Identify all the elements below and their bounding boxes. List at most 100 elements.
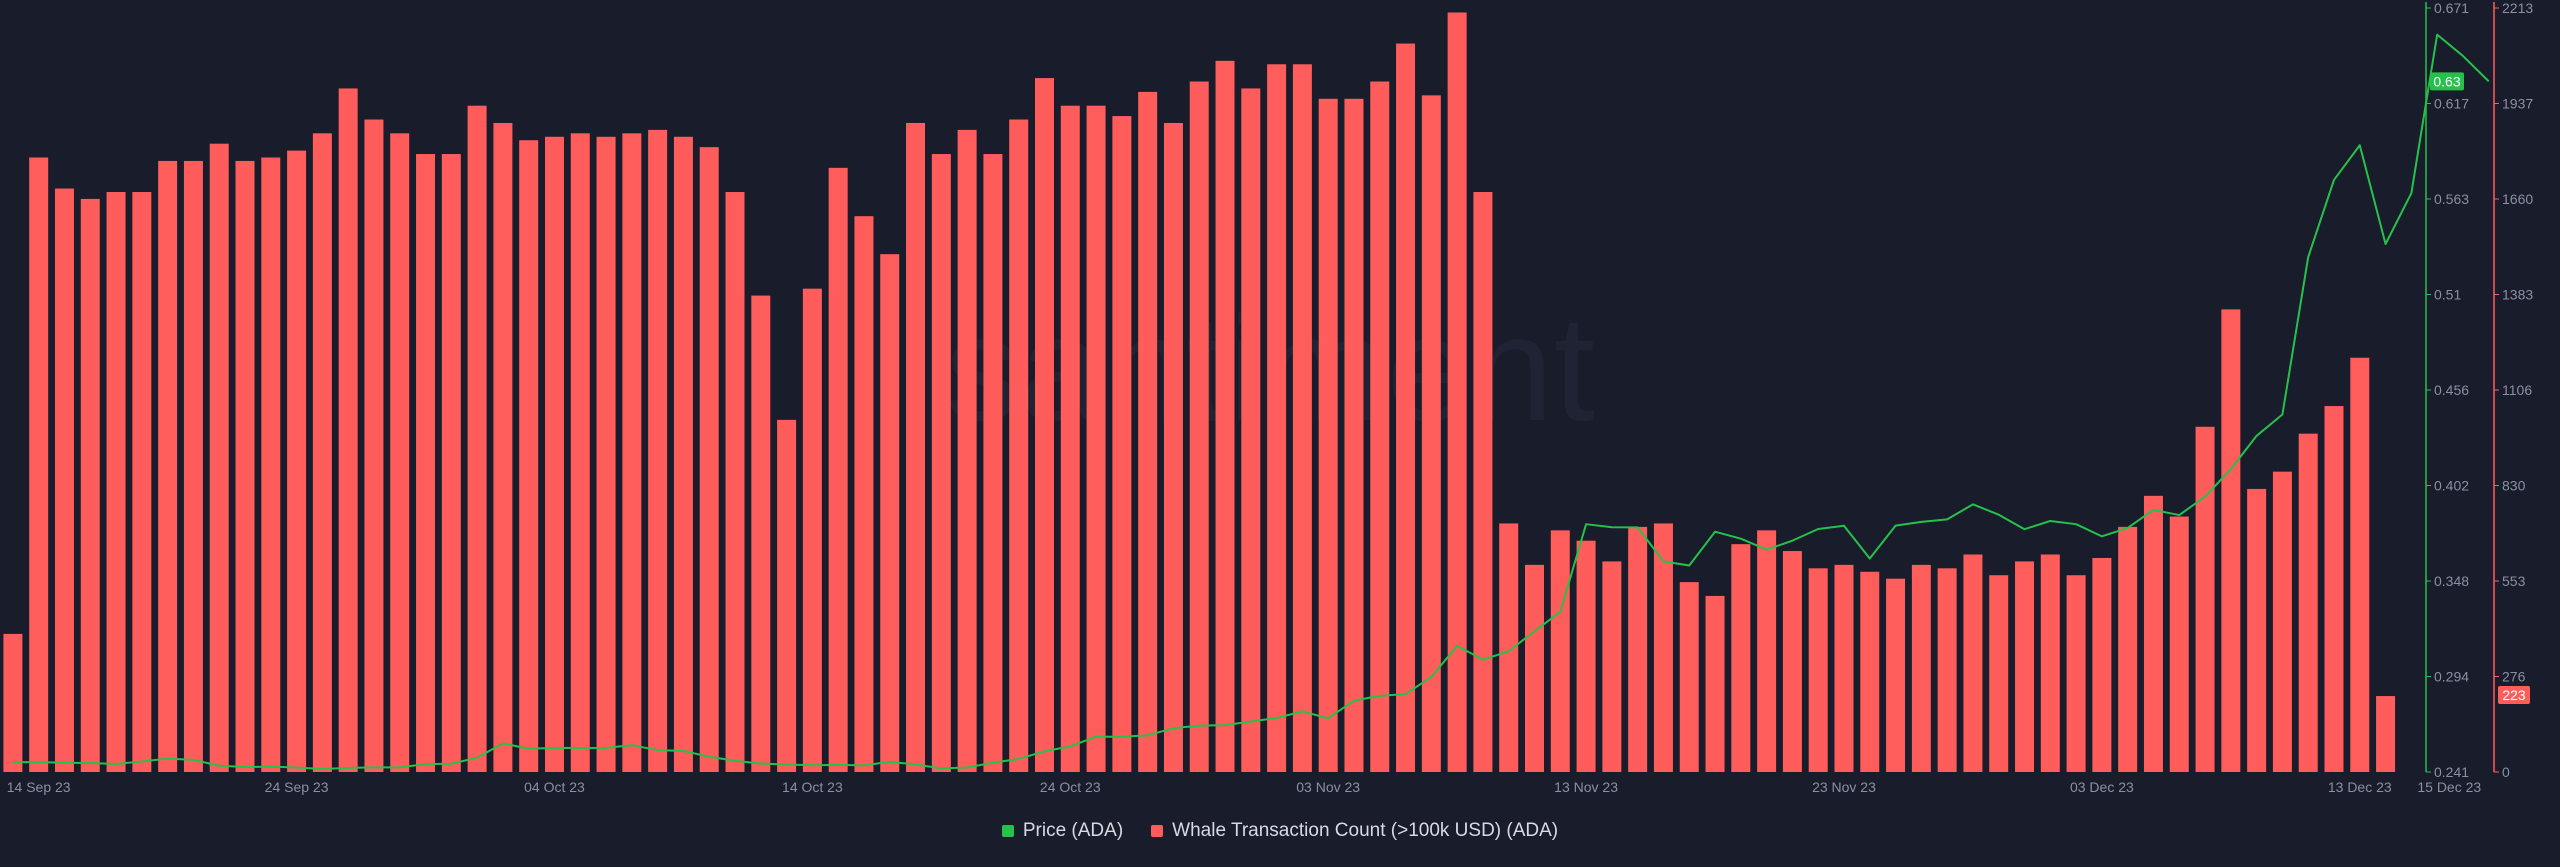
whale-bar[interactable]: [2376, 696, 2396, 772]
whale-bar[interactable]: [596, 136, 616, 772]
x-axis-tick-label: 15 Dec 23: [2417, 779, 2481, 795]
whale-bar[interactable]: [1163, 122, 1183, 772]
whale-bar[interactable]: [209, 143, 229, 772]
whale-bar[interactable]: [1757, 530, 1777, 772]
whale-bar[interactable]: [880, 254, 900, 772]
whale-bar[interactable]: [1808, 568, 1828, 772]
whale-bar[interactable]: [2169, 516, 2189, 772]
whale-bar[interactable]: [1963, 554, 1983, 773]
whale-bar[interactable]: [2221, 309, 2241, 772]
whale-bar[interactable]: [2247, 488, 2267, 772]
whale-bar[interactable]: [287, 150, 307, 772]
whale-bar[interactable]: [983, 154, 1003, 772]
whale-bar[interactable]: [158, 160, 178, 772]
whale-bar[interactable]: [1421, 95, 1441, 773]
whale-bar[interactable]: [931, 154, 951, 772]
whale-bar[interactable]: [1267, 64, 1287, 772]
whale-bar[interactable]: [519, 140, 539, 773]
legend-item-price[interactable]: Price (ADA): [1001, 820, 1123, 842]
whale-bar[interactable]: [1860, 571, 1880, 772]
whale-bar[interactable]: [648, 129, 668, 772]
whale-bar[interactable]: [1473, 192, 1493, 772]
whale-bar[interactable]: [1086, 105, 1106, 772]
whale-bar[interactable]: [1705, 595, 1725, 772]
whale-bar[interactable]: [2272, 471, 2292, 772]
whale-bar[interactable]: [1215, 60, 1235, 772]
whale-bar[interactable]: [416, 154, 436, 772]
whale-bar[interactable]: [802, 288, 822, 772]
whale-bar[interactable]: [29, 157, 49, 773]
whale-bar[interactable]: [2143, 495, 2163, 772]
whale-bar[interactable]: [1989, 575, 2009, 772]
whale-bar[interactable]: [261, 157, 281, 773]
whale-bar[interactable]: [467, 105, 487, 772]
whale-bar[interactable]: [235, 160, 255, 772]
whale-bar[interactable]: [1396, 43, 1416, 773]
whale-bar[interactable]: [183, 160, 203, 772]
whale-bar[interactable]: [1034, 78, 1054, 772]
whale-axis-tick-label: 1383: [2502, 287, 2533, 303]
whale-bar[interactable]: [1112, 116, 1132, 772]
whale-bar[interactable]: [132, 192, 152, 772]
whale-bar[interactable]: [106, 192, 126, 772]
whale-bar[interactable]: [1911, 564, 1931, 772]
whale-bar[interactable]: [570, 133, 590, 772]
whale-bar[interactable]: [3, 633, 23, 772]
whale-bar[interactable]: [312, 133, 332, 772]
whale-bar[interactable]: [751, 295, 771, 772]
legend-item-whale[interactable]: Whale Transaction Count (>100k USD) (ADA…: [1151, 820, 1558, 842]
whale-bar[interactable]: [2298, 433, 2318, 772]
whale-bar[interactable]: [338, 88, 358, 772]
whale-bar[interactable]: [1009, 119, 1029, 772]
whale-bar[interactable]: [544, 136, 564, 772]
whale-bar[interactable]: [364, 119, 384, 772]
whale-bar[interactable]: [699, 147, 719, 772]
whale-bar[interactable]: [2195, 426, 2215, 772]
whale-bar[interactable]: [906, 122, 926, 772]
whale-bar[interactable]: [828, 167, 848, 773]
whale-bar[interactable]: [2040, 554, 2060, 773]
whale-bar[interactable]: [441, 154, 461, 772]
whale-bar[interactable]: [2324, 406, 2344, 772]
whale-bar[interactable]: [1292, 64, 1312, 772]
whale-bar[interactable]: [1525, 564, 1544, 772]
whale-bar[interactable]: [1370, 81, 1390, 772]
whale-bar[interactable]: [2118, 526, 2138, 772]
whale-bar[interactable]: [1937, 568, 1957, 772]
whale-bar[interactable]: [1782, 551, 1802, 772]
whale-bar[interactable]: [1550, 530, 1570, 772]
whale-bar[interactable]: [957, 129, 977, 772]
whale-bar[interactable]: [1447, 12, 1467, 773]
whale-bar[interactable]: [1602, 561, 1622, 772]
whale-bar[interactable]: [777, 419, 797, 772]
whale-bar[interactable]: [1653, 523, 1673, 772]
whale-bar[interactable]: [2092, 557, 2112, 772]
whale-bar[interactable]: [54, 188, 74, 772]
whale-bar[interactable]: [1189, 81, 1209, 772]
whale-bar[interactable]: [80, 198, 100, 772]
whale-bar[interactable]: [2350, 357, 2370, 772]
price-line[interactable]: [12, 33, 2490, 770]
whale-bar[interactable]: [1060, 105, 1080, 772]
whale-bar[interactable]: [1241, 88, 1261, 772]
whale-bar[interactable]: [1576, 540, 1596, 772]
whale-bar[interactable]: [1499, 523, 1519, 772]
whale-bar[interactable]: [1344, 98, 1364, 773]
price-axis-tick-label: 0.563: [2434, 191, 2469, 207]
whale-bar[interactable]: [1731, 544, 1751, 772]
whale-bar[interactable]: [622, 133, 642, 772]
whale-bar[interactable]: [1318, 98, 1338, 773]
whale-bar[interactable]: [1679, 582, 1699, 772]
whale-bar[interactable]: [1886, 578, 1906, 772]
whale-bar[interactable]: [854, 216, 874, 772]
whale-bar[interactable]: [2015, 561, 2035, 772]
whale-bar[interactable]: [1834, 564, 1854, 772]
whale-bar[interactable]: [1628, 526, 1648, 772]
whale-bar[interactable]: [493, 122, 513, 772]
whale-bar[interactable]: [1138, 91, 1158, 772]
whale-bar[interactable]: [725, 192, 745, 772]
whale-bar[interactable]: [673, 136, 693, 772]
whale-bar[interactable]: [2066, 575, 2086, 772]
whale-bar[interactable]: [390, 133, 410, 772]
